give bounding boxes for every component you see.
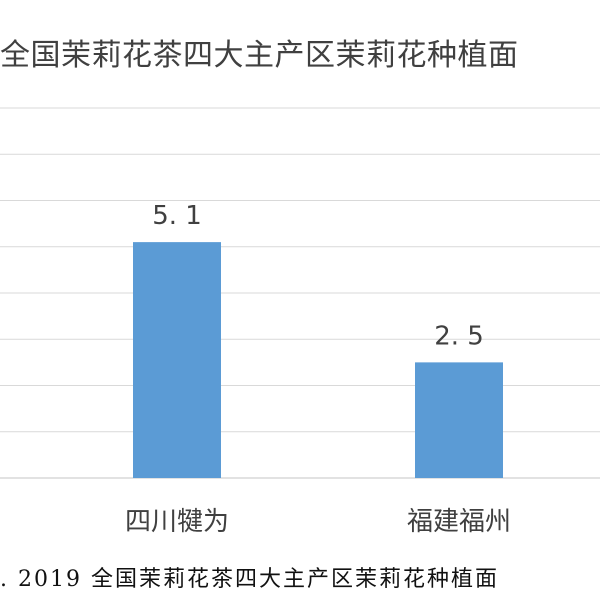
- data-label: 5. 1: [152, 201, 202, 231]
- bar: [415, 362, 503, 478]
- bar: [133, 242, 221, 478]
- figure-caption: . 2019 全国茉莉花茶四大主产区茉莉花种植面: [0, 567, 499, 592]
- chart-title: 全国茉莉花茶四大主产区茉莉花种植面: [0, 38, 519, 73]
- data-label: 2. 5: [434, 321, 484, 351]
- x-tick-label: 四川犍为: [125, 507, 229, 537]
- x-tick-label: 福建福州: [407, 507, 511, 537]
